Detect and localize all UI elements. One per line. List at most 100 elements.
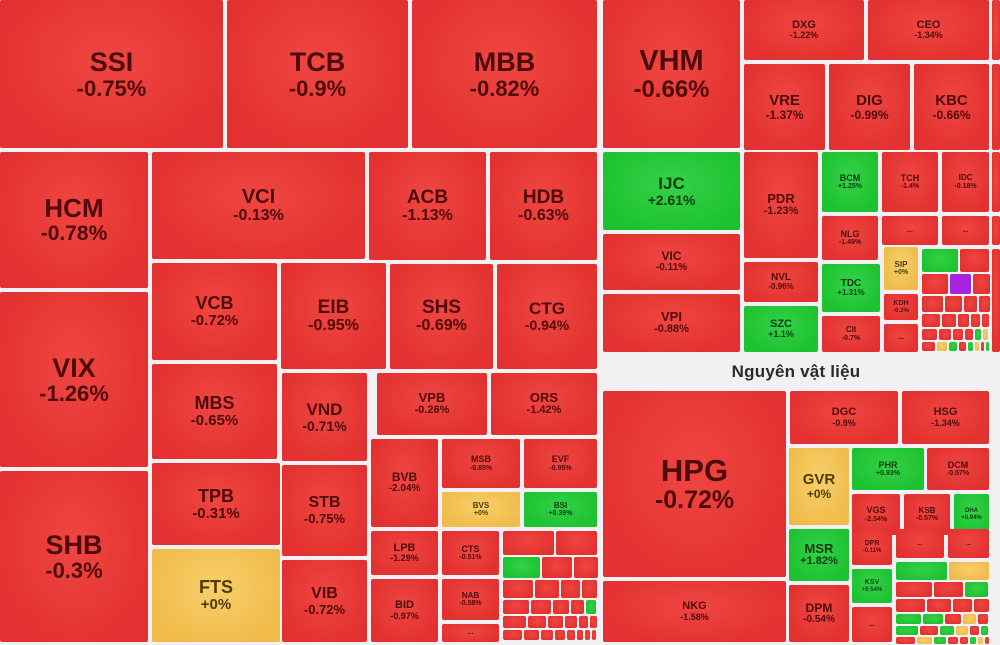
mini-tile[interactable]: [937, 342, 947, 351]
tile-vib[interactable]: VIB -0.72%: [282, 560, 367, 642]
tile-fts[interactable]: FTS +0%: [152, 549, 280, 642]
tile-dcm[interactable]: DCM -0.57%: [927, 448, 989, 490]
tile-pdr[interactable]: PDR -1.23%: [744, 152, 818, 258]
mini-tile[interactable]: [979, 296, 990, 312]
mini-tile[interactable]: [535, 580, 559, 598]
tile-vcb[interactable]: VCB -0.72%: [152, 263, 277, 360]
mini-tile[interactable]: [524, 630, 539, 640]
tile-dxg[interactable]: DXG -1.22%: [744, 0, 864, 60]
mini-tile[interactable]: [945, 296, 962, 312]
tile-ssi[interactable]: SSI -0.75%: [0, 0, 223, 148]
mini-tile[interactable]: [582, 580, 597, 598]
tile-phr[interactable]: PHR +0.93%: [852, 448, 924, 490]
tile-evf[interactable]: EVF -0.95%: [524, 439, 597, 488]
mini-tile[interactable]: [981, 342, 984, 351]
tile-kdh[interactable]: KDH -0.2%: [884, 294, 918, 320]
mini-tile[interactable]: [922, 314, 940, 327]
mini-tile[interactable]: [592, 630, 596, 640]
tile-tdc[interactable]: TDC +1.31%: [822, 264, 880, 312]
mini-tile[interactable]: [992, 152, 1000, 212]
tile-hdb[interactable]: HDB -0.63%: [490, 152, 597, 260]
mini-tile[interactable]: [531, 600, 551, 614]
tile-shs[interactable]: SHS -0.69%: [390, 264, 493, 369]
tile-vre[interactable]: VRE -1.37%: [744, 64, 825, 150]
mini-tile[interactable]: [922, 249, 958, 272]
mini-tile[interactable]: [567, 630, 575, 640]
overflow-tile[interactable]: ...: [942, 216, 989, 245]
mini-tile[interactable]: [590, 616, 597, 628]
mini-tile[interactable]: [975, 329, 981, 340]
tile-ksb[interactable]: KSB -0.57%: [904, 494, 950, 535]
tile-bcm[interactable]: BCM +1.25%: [822, 152, 878, 212]
tile-vpb[interactable]: VPB -0.26%: [377, 373, 487, 435]
mini-tile[interactable]: [982, 314, 989, 327]
mini-tile[interactable]: [992, 216, 1000, 245]
mini-tile[interactable]: [953, 329, 963, 340]
tile-vhm[interactable]: VHM -0.66%: [603, 0, 740, 148]
mini-tile[interactable]: [968, 342, 973, 351]
tile-dgc[interactable]: DGC -0.9%: [790, 391, 898, 444]
mini-tile[interactable]: [922, 342, 935, 351]
tile-ors[interactable]: ORS -1.42%: [491, 373, 597, 435]
tile-dpm[interactable]: DPM -0.54%: [789, 585, 849, 642]
tile-dha[interactable]: DHA +0.94%: [954, 494, 989, 535]
mini-tile[interactable]: [542, 557, 572, 578]
mini-tile[interactable]: [985, 637, 989, 644]
tile-eib[interactable]: EIB -0.95%: [281, 263, 386, 369]
tile-stb[interactable]: STB -0.75%: [282, 465, 367, 556]
tile-dpr[interactable]: DPR -0.11%: [852, 529, 892, 565]
tile-dig[interactable]: DIG -0.99%: [829, 64, 910, 150]
mini-tile[interactable]: [574, 557, 598, 578]
mini-tile[interactable]: [963, 614, 976, 624]
mini-tile[interactable]: [934, 582, 963, 597]
tile-nlg[interactable]: NLG -1.49%: [822, 216, 878, 260]
overflow-tile[interactable]: ...: [948, 529, 989, 558]
mini-tile[interactable]: [503, 630, 522, 640]
mini-tile[interactable]: [964, 296, 977, 312]
overflow-tile[interactable]: ...: [852, 607, 892, 642]
mini-tile[interactable]: [978, 614, 988, 624]
tile-hsg[interactable]: HSG -1.34%: [902, 391, 989, 444]
tile-bid[interactable]: BID -0.97%: [371, 579, 438, 642]
mini-tile[interactable]: [553, 600, 569, 614]
mini-tile[interactable]: [948, 637, 958, 644]
tile-vic[interactable]: VIC -0.11%: [603, 234, 740, 290]
mini-tile[interactable]: [561, 580, 580, 598]
mini-tile[interactable]: [503, 600, 529, 614]
mini-tile[interactable]: [960, 637, 968, 644]
mini-tile[interactable]: [556, 531, 597, 555]
mini-tile[interactable]: [585, 630, 590, 640]
mini-tile[interactable]: [571, 600, 584, 614]
mini-tile[interactable]: [917, 637, 932, 644]
mini-tile[interactable]: [949, 342, 957, 351]
tile-sip[interactable]: SIP +0%: [884, 247, 918, 290]
tile-ksv[interactable]: KSV +0.54%: [852, 569, 892, 603]
mini-tile[interactable]: [945, 614, 961, 624]
tile-mbb[interactable]: MBB -0.82%: [412, 0, 597, 148]
mini-tile[interactable]: [579, 616, 588, 628]
tile-vix[interactable]: VIX -1.26%: [0, 292, 148, 467]
mini-tile[interactable]: [896, 637, 915, 644]
tile-ctg[interactable]: CTG -0.94%: [497, 264, 597, 369]
tile-gvr[interactable]: GVR +0%: [789, 448, 849, 525]
tile-mbs[interactable]: MBS -0.65%: [152, 364, 277, 459]
mini-tile[interactable]: [971, 314, 980, 327]
mini-tile[interactable]: [548, 616, 563, 628]
mini-tile[interactable]: [503, 531, 554, 555]
mini-tile[interactable]: [992, 249, 1000, 352]
tile-vgs[interactable]: VGS -2.54%: [852, 494, 900, 535]
mini-tile[interactable]: [978, 637, 983, 644]
tile-nvl[interactable]: NVL -0.96%: [744, 262, 818, 302]
mini-tile[interactable]: [939, 329, 951, 340]
mini-tile[interactable]: [555, 630, 565, 640]
mini-tile[interactable]: [965, 329, 973, 340]
tile-hcm[interactable]: HCM -0.78%: [0, 152, 148, 288]
mini-tile[interactable]: [934, 637, 946, 644]
mini-tile[interactable]: [974, 599, 989, 612]
overflow-tile[interactable]: ...: [896, 529, 944, 558]
mini-tile[interactable]: [503, 557, 540, 578]
tile-nab[interactable]: NAB -0.58%: [442, 579, 499, 620]
tile-cts[interactable]: CTS -0.51%: [442, 531, 499, 575]
mini-tile[interactable]: [970, 626, 979, 635]
tile-msr[interactable]: MSR +1.82%: [789, 529, 849, 581]
